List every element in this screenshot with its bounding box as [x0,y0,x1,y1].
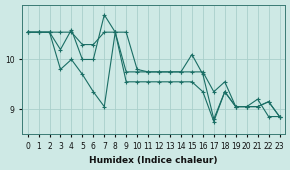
X-axis label: Humidex (Indice chaleur): Humidex (Indice chaleur) [89,156,218,165]
